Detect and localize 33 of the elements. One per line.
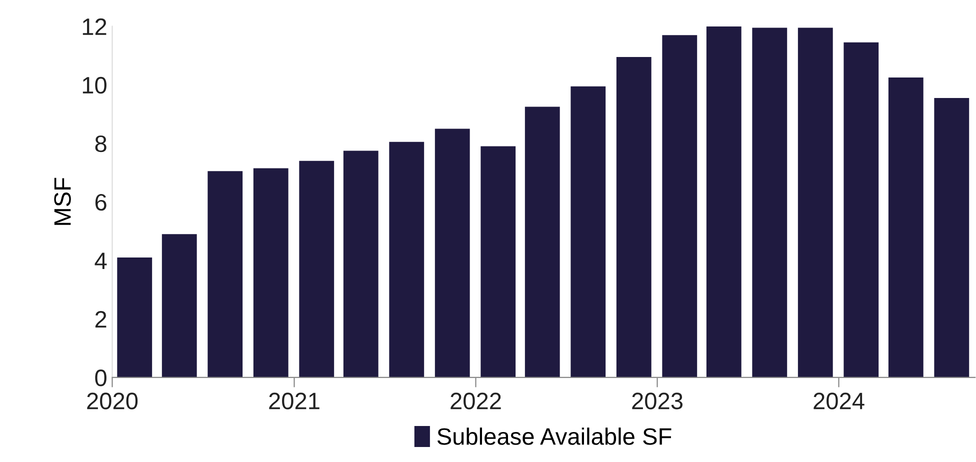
y-tick-label: 4 — [94, 252, 107, 269]
bar — [752, 28, 788, 378]
y-tick-label: 10 — [82, 76, 106, 94]
x-tick-label: 2023 — [632, 392, 682, 410]
bar — [706, 26, 742, 378]
y-tick-label: 6 — [95, 194, 106, 211]
bar — [570, 86, 606, 378]
x-tick-label: 2024 — [814, 392, 864, 410]
bar — [299, 160, 334, 378]
bar — [434, 128, 470, 378]
bar — [798, 28, 833, 378]
bar — [117, 257, 152, 378]
bar — [888, 78, 924, 378]
legend-label: Sublease Available SF — [437, 428, 672, 445]
y-tick-label: 0 — [95, 370, 106, 386]
bar — [662, 35, 698, 378]
bar — [253, 168, 288, 378]
bar — [934, 98, 970, 378]
y-tick-label: 12 — [82, 18, 106, 35]
bar — [616, 57, 652, 378]
bar — [208, 171, 243, 378]
x-tick-label: 2022 — [450, 392, 501, 410]
y-tick-label: 2 — [95, 311, 106, 328]
y-axis-title: MSF — [54, 178, 71, 225]
bar — [162, 234, 197, 378]
bar — [480, 146, 516, 378]
bar — [844, 42, 879, 378]
y-tick-label: 8 — [95, 135, 106, 152]
bar — [389, 142, 424, 378]
bar — [524, 106, 560, 378]
bar — [343, 150, 378, 378]
x-tick-label: 2020 — [87, 392, 138, 410]
x-tick-label: 2021 — [269, 392, 320, 410]
